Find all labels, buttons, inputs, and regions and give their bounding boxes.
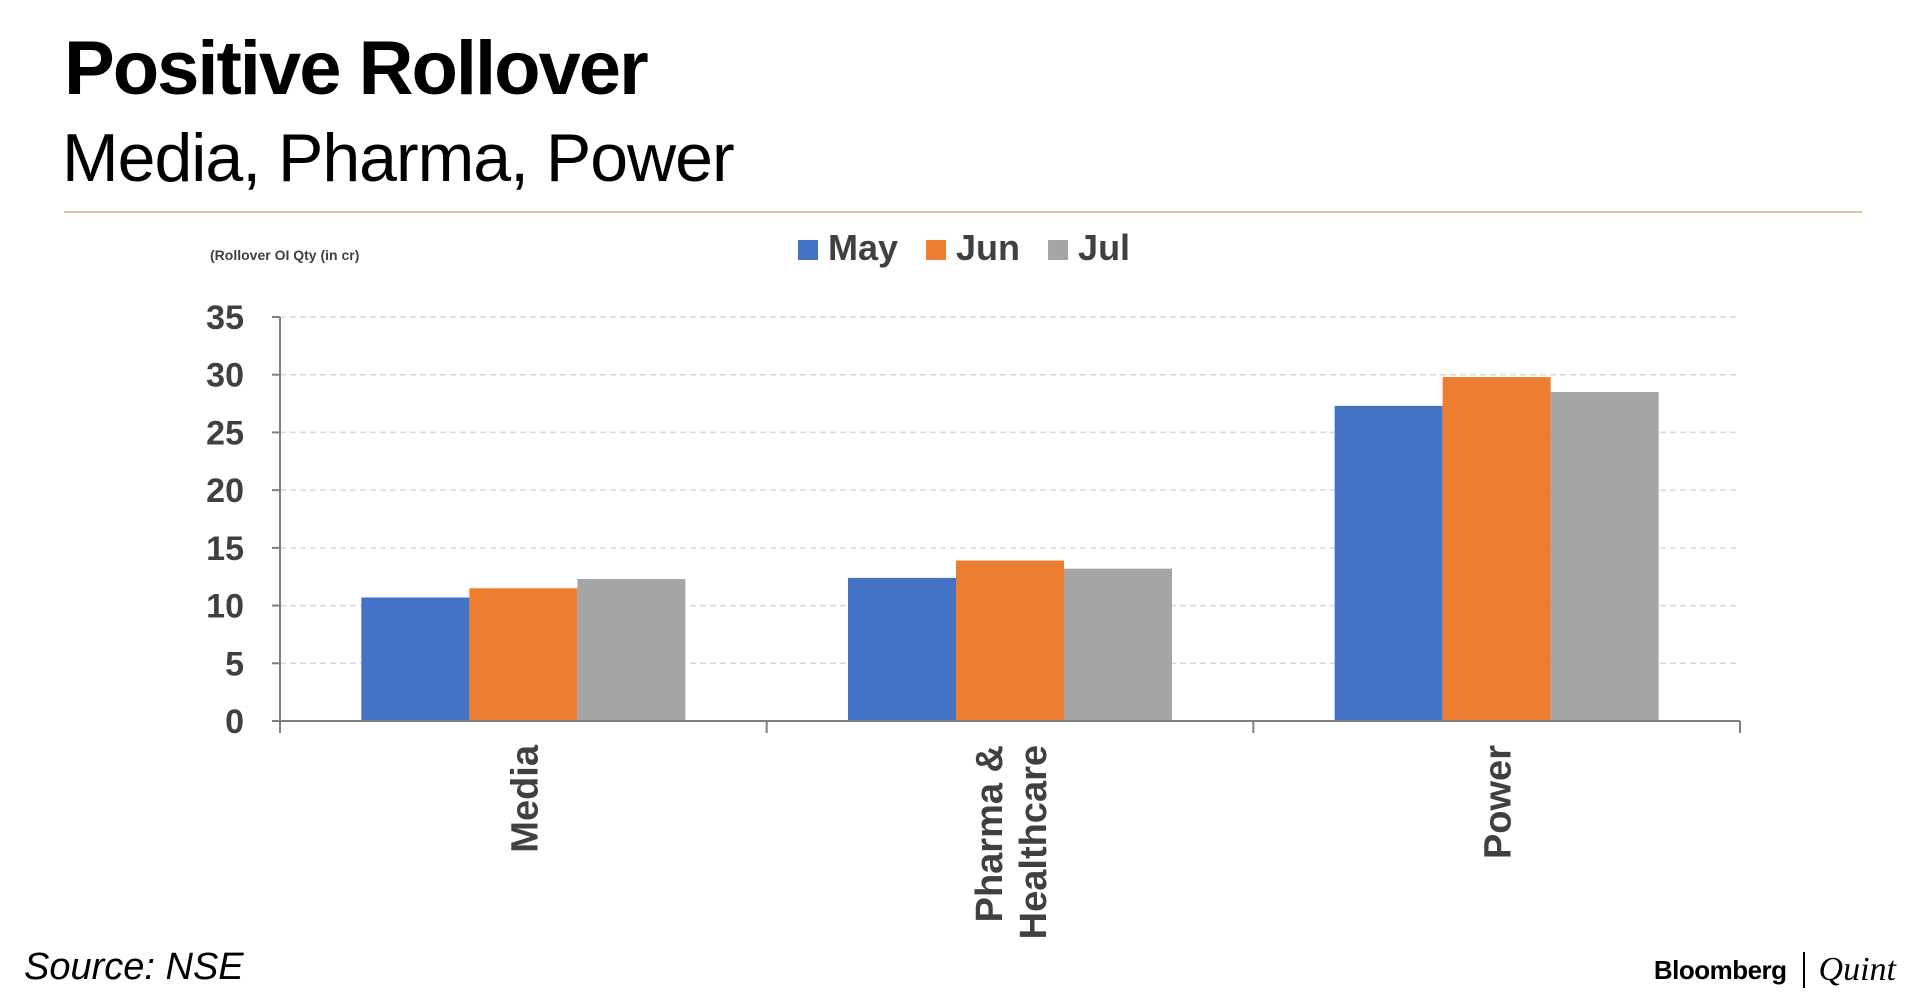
- chart-subtitle: Media, Pharma, Power: [62, 120, 735, 196]
- bar-may: [361, 597, 470, 721]
- unit-note: (Rollover OI Qty (in cr): [210, 247, 359, 263]
- legend-label-jul: Jul: [1078, 227, 1130, 268]
- brand-separator: [1802, 952, 1805, 988]
- legend-swatch-jul: [1048, 240, 1069, 260]
- source-note: Source: NSE: [24, 946, 244, 988]
- y-tick-label: 15: [206, 530, 244, 568]
- header-divider: [64, 211, 1862, 213]
- x-tick-label: Media: [504, 744, 546, 853]
- x-tick-label: Healthcare: [1013, 745, 1055, 939]
- bar-may: [848, 577, 956, 721]
- brand-quint: Quint: [1818, 951, 1896, 988]
- bar-jul: [577, 579, 686, 721]
- x-tick-label: Power: [1478, 745, 1520, 859]
- legend-swatch-may: [798, 240, 818, 260]
- y-tick-label: 25: [206, 414, 244, 452]
- bar-jul: [1064, 568, 1172, 721]
- y-tick-label: 5: [225, 645, 244, 683]
- bar-jun: [956, 560, 1064, 721]
- y-tick-label: 20: [206, 472, 244, 510]
- brand-bloomberg: Bloomberg: [1653, 954, 1787, 985]
- bar-jul: [1550, 392, 1659, 721]
- chart-title: Positive Rollover: [64, 26, 649, 111]
- y-tick-label: 0: [225, 703, 244, 741]
- bar-jun: [1442, 377, 1551, 721]
- bar-jun: [469, 588, 578, 721]
- axes: [272, 316, 1741, 733]
- brand-logo: Bloomberg Quint: [1654, 950, 1896, 990]
- y-tick-labels: 0 5 10 15 20 25 30 35: [206, 299, 244, 741]
- legend-swatch-jun: [926, 240, 947, 260]
- bars: [361, 377, 1659, 721]
- x-tick-labels: Media Pharma & Healthcare Power: [504, 744, 1519, 939]
- y-tick-label: 30: [206, 357, 244, 395]
- legend-label-may: May: [828, 227, 898, 268]
- y-tick-label: 10: [206, 588, 244, 626]
- bar-may: [1334, 405, 1443, 721]
- y-tick-label: 35: [206, 299, 244, 337]
- legend: May Jun Jul: [798, 227, 1130, 268]
- x-tick-label: Pharma &: [969, 745, 1011, 922]
- legend-label-jun: Jun: [956, 227, 1020, 268]
